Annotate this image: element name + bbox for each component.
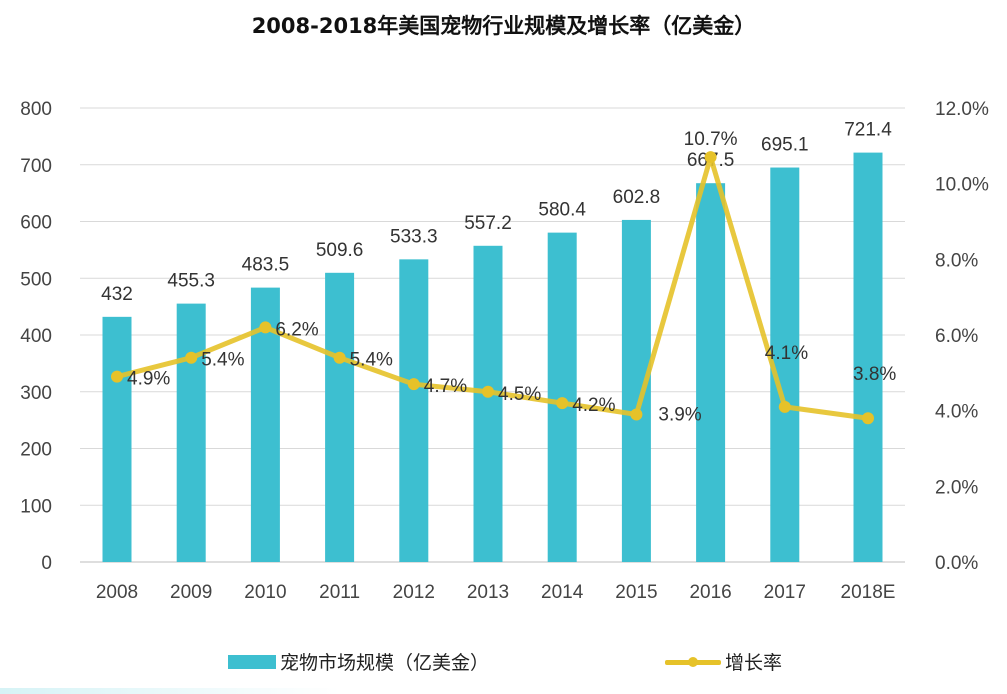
x-tick-label: 2010 [244,582,286,603]
y-right-tick-label: 0.0% [935,553,978,574]
legend-line-marker-icon [665,655,721,669]
combo-chart: 0 100 200 300 400 500 600 700 800 0.0% 2.0% 4.0% 6.0… [20,99,989,603]
y-left-tick-label: 0 [41,553,52,574]
x-tick-label: 2017 [764,582,806,603]
line-data-label: 3.8% [853,364,896,385]
line-data-label: 4.5% [498,384,541,405]
line-data-label: 4.7% [424,376,467,397]
growth-rate-point[interactable] [778,400,791,413]
growth-rate-point[interactable] [333,351,346,364]
legend-label-growth-rate: 增长率 [725,652,783,674]
growth-rate-point[interactable] [259,321,272,334]
growth-rate-point[interactable] [407,378,420,391]
line-data-label: 10.7% [684,129,738,150]
x-tick-label: 2015 [615,582,657,603]
y-left-tick-label: 400 [20,326,52,347]
x-tick-label: 2011 [319,582,360,603]
y-left-tick-label: 700 [20,156,52,177]
bar-data-label: 483.5 [242,255,290,276]
line-data-label: 4.2% [572,395,615,416]
y-right-tick-label: 10.0% [935,175,989,196]
bar-market-size[interactable] [770,167,800,562]
legend: 宠物市场规模（亿美金） 增长率 [0,648,1007,678]
growth-rate-point[interactable] [862,412,874,425]
frame-edge [0,688,340,694]
growth-rate-point[interactable] [482,385,494,398]
y-right-tick-label: 2.0% [935,477,978,498]
x-tick-label: 2014 [541,582,584,603]
bar-data-label: 509.6 [316,240,364,261]
y-right-tick-label: 4.0% [935,402,978,423]
legend-item-market-size[interactable]: 宠物市场规模（亿美金） [228,648,489,675]
y-right-tick-label: 8.0% [935,250,978,271]
legend-bar-swatch-icon [228,654,276,669]
bar-market-size[interactable] [473,245,503,562]
chart-title: 2008-2018年美国宠物行业规模及增长率（亿美金） [251,14,756,38]
bar-market-size[interactable] [696,183,726,562]
growth-rate-point[interactable] [111,370,123,383]
x-tick-label: 2012 [393,582,435,603]
bar-market-size[interactable] [325,272,355,562]
bar-data-label: 580.4 [538,200,586,221]
line-data-label: 5.4% [350,350,393,371]
line-data-label: 5.4% [201,350,244,371]
bar-data-label: 455.3 [167,271,215,292]
x-tick-label: 2016 [689,582,731,603]
line-data-label: 4.1% [765,343,808,364]
bar-data-label: 695.1 [761,135,809,156]
line-data-label: 4.9% [127,369,170,390]
y-right-tick-label: 12.0% [935,99,989,120]
x-tick-label: 2009 [170,582,212,603]
y-left-tick-label: 800 [20,99,52,120]
x-tick-label: 2018E [841,582,896,603]
bar-market-size[interactable] [102,316,132,562]
bar-data-label: 557.2 [464,213,512,234]
bar-data-label: 533.3 [390,226,438,247]
legend-item-growth-rate[interactable]: 增长率 [665,648,782,675]
legend-label-market-size: 宠物市场规模（亿美金） [280,652,490,674]
growth-rate-point[interactable] [704,151,717,164]
y-left-tick-label: 100 [20,496,52,517]
y-left-tick-label: 600 [20,213,52,234]
y-left-tick-label: 500 [20,269,52,290]
x-tick-label: 2008 [96,582,138,603]
bar-data-label: 721.4 [844,120,892,141]
growth-rate-point[interactable] [556,397,569,410]
line-data-label: 6.2% [275,319,318,340]
bar-data-label: 602.8 [613,187,661,208]
line-data-label: 3.9% [658,404,701,425]
y-left-tick-label: 300 [20,383,52,404]
growth-rate-point[interactable] [185,351,198,364]
bar-data-label: 432 [101,284,133,305]
bar-market-size[interactable] [176,303,206,562]
y-left-tick-label: 200 [20,440,52,461]
bar-market-size[interactable] [853,152,883,562]
bar-market-size[interactable] [621,219,651,562]
y-right-tick-label: 6.0% [935,326,978,347]
x-tick-label: 2013 [467,582,509,603]
bar-market-size[interactable] [399,259,429,562]
growth-rate-point[interactable] [630,408,643,421]
